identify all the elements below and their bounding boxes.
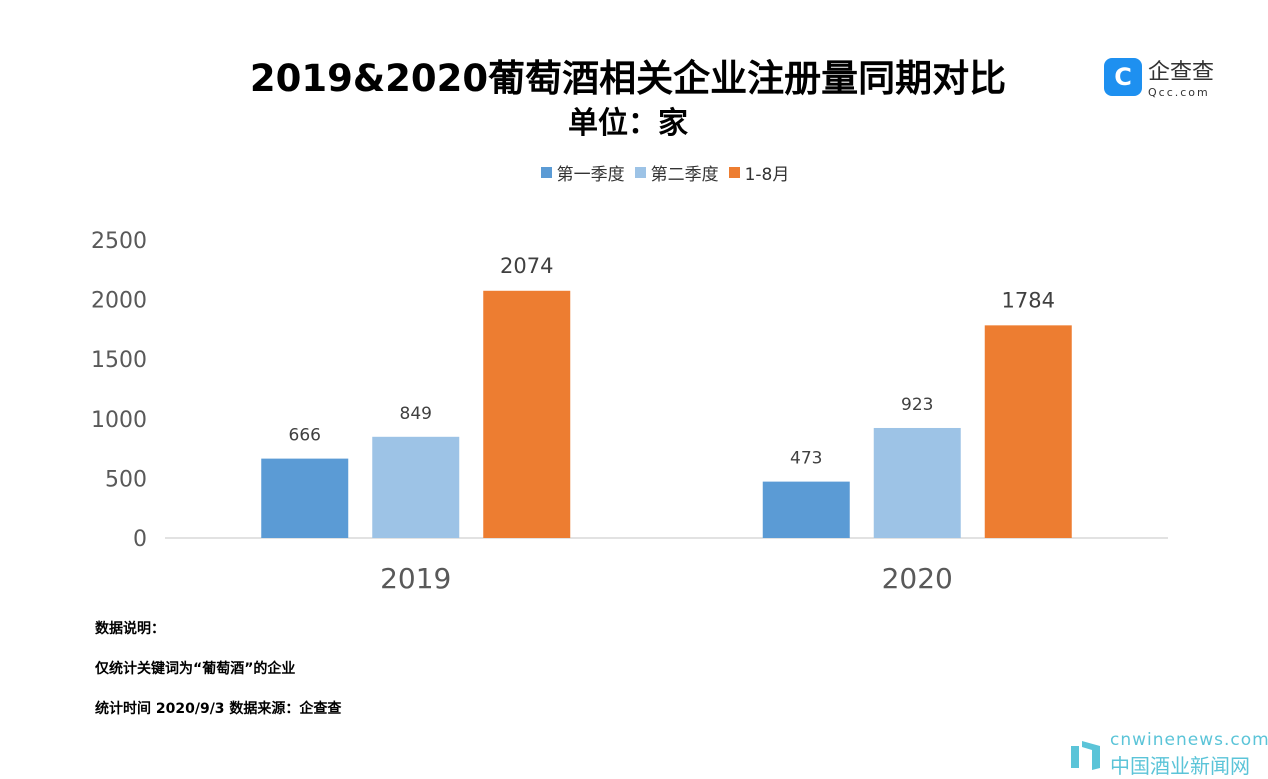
data-label: 666 xyxy=(289,426,321,446)
legend-label: 第二季度 xyxy=(650,165,719,185)
legend-swatch xyxy=(728,167,740,178)
watermark: cnwinenews.com 中国酒业新闻网 xyxy=(1068,730,1268,779)
data-label: 473 xyxy=(790,449,822,469)
y-tick-label: 2500 xyxy=(91,229,147,254)
bar xyxy=(873,427,961,538)
logo-name: 企查查 xyxy=(1148,60,1215,85)
legend-item: 第二季度 xyxy=(634,160,719,185)
legend-item: 第一季度 xyxy=(540,160,625,185)
data-label: 1784 xyxy=(1002,288,1055,312)
legend-label: 第一季度 xyxy=(556,165,625,185)
qcc-logo-icon: C xyxy=(1104,57,1142,96)
y-tick-label: 0 xyxy=(133,527,147,552)
x-tick-label: 2020 xyxy=(882,562,953,595)
legend-label: 1-8月 xyxy=(744,165,790,185)
bar xyxy=(762,481,850,538)
legend-swatch xyxy=(540,167,552,178)
watermark-domain: cnwinenews.com xyxy=(1110,730,1268,750)
watermark-name: 中国酒业新闻网 xyxy=(1110,754,1250,778)
legend-item: 1-8月 xyxy=(728,160,790,185)
legend-swatch xyxy=(634,167,646,178)
x-tick-label: 2019 xyxy=(380,562,451,595)
data-label: 2074 xyxy=(500,254,553,278)
logo-domain: Qcc.com xyxy=(1148,86,1210,99)
note-scope: 仅统计关键词为“葡萄酒”的企业 xyxy=(95,661,296,677)
bar xyxy=(483,290,571,538)
legend: 第一季度 第二季度 1-8月 xyxy=(0,160,1268,185)
note-source: 统计时间 2020/9/3 数据来源：企查查 xyxy=(95,701,342,717)
bar xyxy=(261,458,349,538)
data-label: 923 xyxy=(901,395,933,415)
bar xyxy=(372,436,460,538)
chart-title: 2019&2020葡萄酒相关企业注册量同期对比 xyxy=(249,57,1007,100)
y-tick-label: 500 xyxy=(105,467,147,492)
watermark-logo-icon xyxy=(1071,740,1100,770)
data-label: 849 xyxy=(400,404,432,424)
bar xyxy=(984,325,1072,538)
y-tick-label: 1000 xyxy=(91,408,147,433)
y-tick-label: 1500 xyxy=(91,348,147,373)
chart-subtitle: 单位：家 xyxy=(568,106,688,141)
y-tick-label: 2000 xyxy=(91,289,147,314)
note-heading: 数据说明： xyxy=(95,621,165,637)
qcc-logo: C 企查查 Qcc.com xyxy=(1104,54,1214,99)
